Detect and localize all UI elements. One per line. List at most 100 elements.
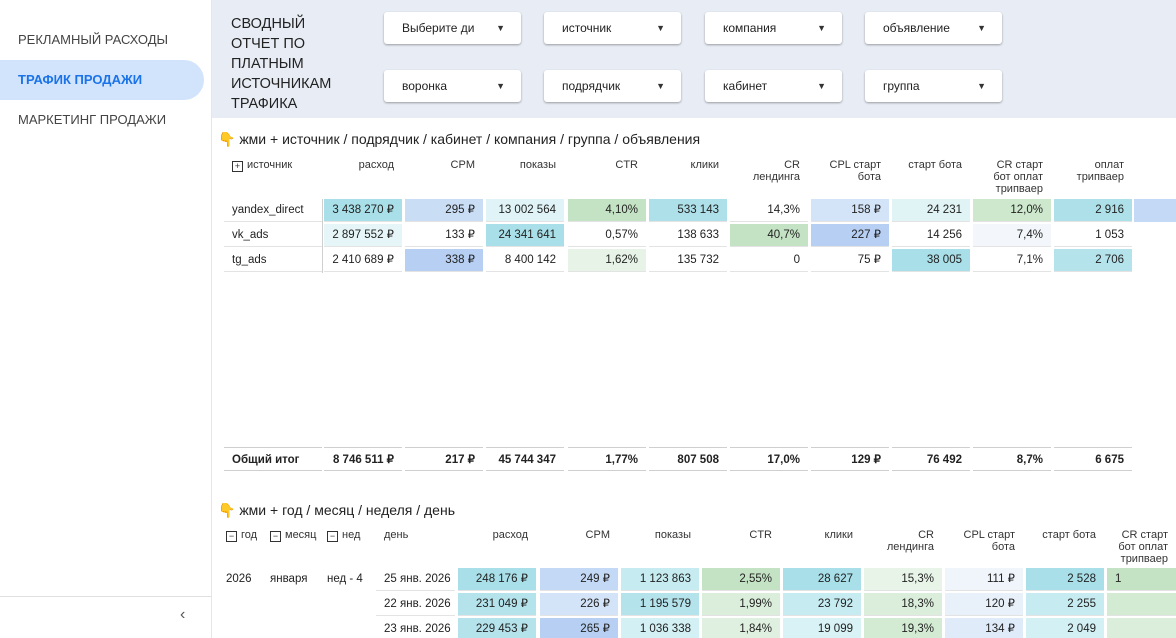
dropdown-arrow: ▼ [656,81,665,91]
table-cell: 4,10% [568,199,646,222]
nav-item[interactable]: РЕКЛАМНЫЙ РАСХОДЫ [18,32,169,47]
table-cell: 2 255 [1026,593,1104,616]
table-cell: 533 143 [649,199,727,222]
collapse-icon[interactable]: − [327,531,338,542]
column-header[interactable]: показы [519,159,556,171]
table-cell [325,618,376,638]
table-cell: 1 036 338 [621,618,699,638]
filter-dropdown[interactable]: компания ▼ [705,12,842,44]
column-header[interactable]: CR лендинга [752,159,800,183]
column-header[interactable]: CR старт бот оплат трипваер [993,159,1043,195]
filter-label: подрядчик [562,79,621,93]
column-header[interactable]: CPM [450,159,475,171]
table-cell: 1 053 [1054,224,1132,247]
extra-column-cell [1134,199,1176,222]
table-cell: 12,0% [973,199,1051,222]
total-cell: 45 744 347 [486,447,564,471]
table-cell: 1,84% [702,618,780,638]
column-header[interactable]: старт бота [908,159,962,171]
header-text: год [241,529,258,541]
total-cell: 17,0% [730,447,808,471]
total-cell: 8,7% [973,447,1051,471]
sidebar-border [211,0,212,638]
table-cell: 1,99% [702,593,780,616]
table-cell: 0 [730,249,808,272]
filter-dropdown[interactable]: подрядчик ▼ [544,70,681,102]
column-header[interactable]: клики [690,159,719,171]
filter-label: объявление [883,21,950,35]
filter-dropdown[interactable]: кабинет ▼ [705,70,842,102]
nav-item[interactable]: ТРАФИК ПРОДАЖИ [0,60,204,100]
table-cell [268,618,325,638]
column-header[interactable]: старт бота [1042,529,1096,541]
table-cell: 265 ₽ [540,618,618,638]
report-title: СВОДНЫЙ ОТЧЕТ ПО ПЛАТНЫМ ИСТОЧНИКАМ ТРАФ… [231,16,332,112]
dropdown-arrow: ▼ [496,23,505,33]
table-cell: 3 438 270 ₽ [324,199,402,222]
column-header[interactable]: − нед [325,529,376,542]
column-header[interactable]: оплат трипваер [1076,159,1124,183]
column-header[interactable]: CR старт бот оплат трипваер [1118,529,1168,565]
table-cell: 23 янв. 2026 [376,618,455,638]
column-header[interactable]: CR лендинга [886,529,934,553]
filter-label: кабинет [723,79,768,93]
dropdown-arrow: ▼ [977,81,986,91]
table-cell: 2 410 689 ₽ [324,249,402,272]
table-cell: 111 ₽ [945,568,1023,591]
table-cell: 138 633 [649,224,727,247]
extra-column-cell [1134,249,1176,272]
column-header[interactable]: CTR [615,159,638,171]
dropdown-arrow: ▼ [977,23,986,33]
filter-dropdown[interactable]: Выберите ди ▼ [384,12,521,44]
table-cell [224,618,268,638]
table-cell: 75 ₽ [811,249,889,272]
table-cell: 40,7% [730,224,808,247]
column-header[interactable]: расход [358,159,394,171]
table-cell [1107,593,1176,616]
collapse-button[interactable]: ‹ [180,606,186,623]
column-header[interactable]: CPL старт бота [963,529,1016,553]
table-cell: 38 005 [892,249,970,272]
collapse-icon[interactable]: − [226,531,237,542]
column-header[interactable]: CPL старт бота [829,159,882,183]
column-header[interactable]: расход [492,529,528,541]
table-cell: 23 792 [783,593,861,616]
filter-dropdown[interactable]: источник ▼ [544,12,681,44]
filter-label: воронка [402,79,448,93]
collapse-icon[interactable]: − [270,531,281,542]
table-cell: tg_ads [224,249,322,272]
table-cell: 13 002 564 [486,199,564,222]
column-header[interactable]: клики [824,529,853,541]
table-cell: 2 049 [1026,618,1104,638]
total-cell: Общий итог [224,447,322,471]
table-cell: 2026 [224,568,268,591]
expand-icon[interactable]: + [232,161,243,172]
extra-column-cell [1134,224,1176,247]
section-heading: 👇 жми + год / месяц / неделя / день [218,502,455,518]
column-header[interactable]: день [384,529,409,541]
header-bar [212,0,1176,118]
table-cell: 24 231 [892,199,970,222]
column-header[interactable]: CTR [749,529,772,541]
filter-dropdown[interactable]: объявление ▼ [865,12,1002,44]
table-cell: 28 627 [783,568,861,591]
filter-dropdown[interactable]: группа ▼ [865,70,1002,102]
column-header[interactable]: − месяц [268,529,325,542]
table-cell: нед - 4 [325,568,376,591]
column-header[interactable]: показы [654,529,691,541]
table-cell: 15,3% [864,568,942,591]
table-cell: 14 256 [892,224,970,247]
filter-label: компания [723,21,777,35]
column-header[interactable]: + источник [224,159,322,172]
filter-dropdown[interactable]: воронка ▼ [384,70,521,102]
table-cell: 2 897 552 ₽ [324,224,402,247]
table-cell: 1 123 863 [621,568,699,591]
table-cell: января [268,568,325,591]
table-cell: 19 099 [783,618,861,638]
table-cell: 229 453 ₽ [458,618,536,638]
column-header[interactable]: CPM [585,529,610,541]
nav-item[interactable]: МАРКЕТИНГ ПРОДАЖИ [18,112,167,127]
table-cell: 14,3% [730,199,808,222]
column-header[interactable]: − год [224,529,268,542]
